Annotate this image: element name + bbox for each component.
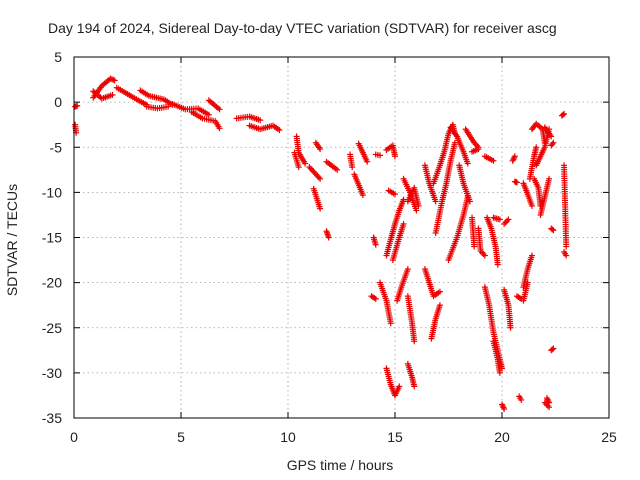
data-point bbox=[325, 234, 332, 241]
data-point bbox=[528, 202, 535, 209]
axis-ticks bbox=[73, 56, 610, 419]
data-point bbox=[216, 125, 223, 132]
data-point bbox=[317, 146, 324, 153]
data-point bbox=[490, 157, 497, 164]
data-point bbox=[411, 338, 418, 345]
y-tick-label: -20 bbox=[42, 275, 62, 291]
y-tick-label: -10 bbox=[42, 184, 62, 200]
y-tick-label: 5 bbox=[54, 49, 62, 65]
data-point bbox=[413, 207, 420, 214]
data-point bbox=[432, 198, 439, 205]
data-point bbox=[546, 399, 553, 406]
data-point bbox=[295, 164, 302, 171]
data-point bbox=[518, 396, 525, 403]
data-point bbox=[111, 77, 118, 84]
data-point bbox=[561, 110, 568, 117]
data-points bbox=[72, 75, 570, 412]
data-point bbox=[359, 192, 366, 199]
x-tick-label: 25 bbox=[601, 429, 617, 445]
data-point bbox=[165, 103, 172, 110]
data-point bbox=[257, 117, 264, 124]
x-tick-label: 0 bbox=[70, 429, 78, 445]
data-point bbox=[317, 175, 324, 182]
data-point bbox=[513, 179, 520, 186]
data-point bbox=[507, 324, 514, 331]
data-point bbox=[387, 320, 394, 327]
y-tick-label: -35 bbox=[42, 410, 62, 426]
data-point bbox=[317, 205, 324, 212]
data-point bbox=[501, 405, 508, 412]
data-point bbox=[377, 152, 384, 159]
data-point bbox=[548, 133, 555, 140]
data-point bbox=[528, 252, 535, 259]
y-tick-label: -25 bbox=[42, 320, 62, 336]
x-tick-label: 20 bbox=[494, 429, 510, 445]
data-point bbox=[404, 266, 411, 273]
data-point bbox=[109, 91, 116, 98]
y-tick-label: -30 bbox=[42, 365, 62, 381]
chart-title: Day 194 of 2024, Sidereal Day-to-day VTE… bbox=[48, 20, 557, 36]
data-point bbox=[550, 227, 557, 234]
data-point bbox=[471, 243, 478, 250]
data-point bbox=[466, 198, 473, 205]
data-point bbox=[475, 146, 482, 153]
data-point bbox=[396, 383, 403, 390]
data-point bbox=[533, 144, 540, 151]
x-tick-label: 15 bbox=[387, 429, 403, 445]
data-point bbox=[74, 102, 81, 109]
y-tick-label: -5 bbox=[50, 139, 63, 155]
data-point bbox=[392, 191, 398, 198]
data-point bbox=[372, 241, 379, 248]
data-point bbox=[563, 252, 570, 259]
data-point bbox=[559, 111, 566, 118]
data-point bbox=[549, 141, 556, 148]
data-point bbox=[550, 345, 557, 352]
data-point bbox=[334, 166, 341, 173]
data-point bbox=[411, 383, 418, 390]
data-point bbox=[400, 220, 407, 227]
data-point bbox=[511, 153, 518, 160]
data-point bbox=[415, 202, 422, 209]
data-point bbox=[546, 175, 553, 182]
x-tick-label: 10 bbox=[280, 429, 296, 445]
data-point bbox=[216, 106, 223, 113]
data-point bbox=[549, 226, 556, 233]
data-point bbox=[364, 158, 371, 165]
grid-lines bbox=[74, 57, 609, 418]
x-tick-labels: 0 5 10 15 20 25 bbox=[70, 429, 617, 445]
data-point bbox=[496, 216, 503, 223]
y-tick-label: -15 bbox=[42, 230, 62, 246]
y-axis-label: SDTVAR / TECUs bbox=[4, 184, 20, 296]
data-point bbox=[276, 127, 283, 134]
data-point bbox=[349, 164, 356, 171]
data-point bbox=[436, 302, 443, 309]
data-point bbox=[496, 369, 503, 376]
data-point bbox=[392, 153, 398, 160]
data-point bbox=[524, 279, 531, 286]
data-point bbox=[302, 160, 309, 167]
data-point bbox=[372, 295, 379, 302]
x-tick-label: 5 bbox=[177, 429, 185, 445]
data-point bbox=[563, 243, 570, 250]
data-point bbox=[436, 288, 443, 295]
data-point bbox=[400, 196, 407, 203]
x-axis-label: GPS time / hours bbox=[287, 457, 394, 473]
data-point bbox=[464, 160, 471, 167]
data-point bbox=[481, 252, 488, 259]
data-point bbox=[110, 76, 117, 83]
data-point bbox=[550, 139, 557, 146]
data-point bbox=[549, 346, 556, 353]
data-point bbox=[505, 216, 512, 223]
y-tick-labels: 5 0 -5 -10 -15 -20 -25 -30 -35 bbox=[42, 49, 62, 426]
y-tick-label: 0 bbox=[54, 94, 62, 110]
data-point bbox=[494, 261, 501, 268]
